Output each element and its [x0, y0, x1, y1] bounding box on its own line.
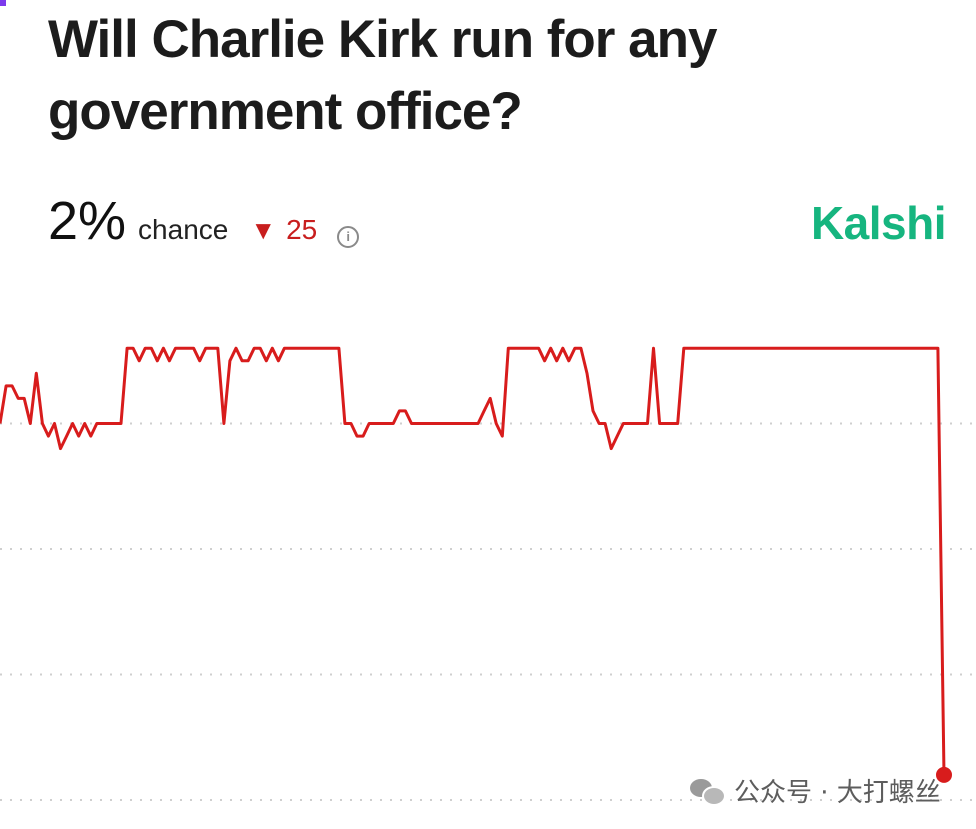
- current-value-point[interactable]: [936, 766, 952, 783]
- market-title: Will Charlie Kirk run for any government…: [48, 10, 718, 141]
- corner-accent-mark: [0, 0, 6, 6]
- probability-value: 2%: [48, 191, 127, 251]
- chance-label: chance: [138, 214, 229, 245]
- watermark: 公众号 · 大打螺丝: [690, 772, 941, 809]
- watermark-text: 公众号 · 大打螺丝: [734, 778, 941, 808]
- down-arrow-icon: ▼: [250, 215, 277, 245]
- change-indicator: ▼ 25: [250, 214, 317, 246]
- probability-line-chart: [0, 346, 976, 801]
- probability-row: 2% chance ▼ 25 i: [48, 190, 360, 260]
- probability-series-line: [0, 346, 946, 775]
- kalshi-logo: Kalshi: [810, 197, 947, 249]
- wechat-icon: [690, 777, 726, 806]
- change-value: 25: [286, 214, 318, 245]
- info-icon[interactable]: i: [337, 226, 360, 248]
